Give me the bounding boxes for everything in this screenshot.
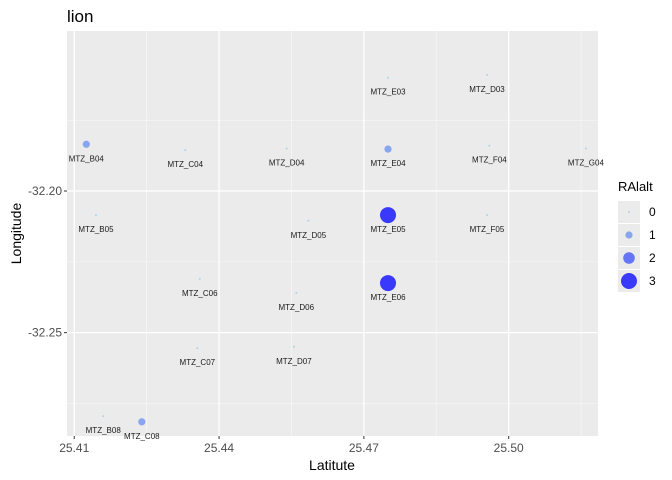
data-point bbox=[488, 144, 491, 147]
data-point bbox=[380, 207, 397, 224]
legend-key-swatch bbox=[628, 211, 630, 213]
data-point bbox=[184, 148, 187, 151]
y-axis: -32.20 -32.25 bbox=[28, 184, 67, 340]
data-point bbox=[82, 140, 90, 148]
point-label: MTZ_E05 bbox=[370, 225, 406, 234]
chart-title: lion bbox=[67, 7, 93, 26]
point-label: MTZ_B08 bbox=[86, 426, 122, 435]
grid-minor bbox=[67, 31, 598, 436]
grid-major bbox=[67, 31, 598, 436]
point-label: MTZ_C08 bbox=[124, 432, 160, 441]
legend-key-swatch bbox=[621, 273, 637, 289]
point-label: MTZ_D06 bbox=[279, 303, 315, 312]
legend-key-label: 3 bbox=[649, 274, 656, 288]
point-label: MTZ_C07 bbox=[180, 358, 216, 367]
x-tick-label: 25.50 bbox=[494, 441, 524, 455]
data-point bbox=[94, 214, 97, 217]
legend-key-swatch bbox=[625, 231, 633, 239]
plot-panel bbox=[67, 31, 598, 436]
data-point bbox=[384, 145, 392, 153]
data-point bbox=[307, 219, 310, 222]
point-label: MTZ_E03 bbox=[370, 88, 406, 97]
point-label: MTZ_B05 bbox=[78, 225, 114, 234]
y-tick-label: -32.20 bbox=[28, 184, 62, 198]
point-label: MTZ_D04 bbox=[269, 159, 305, 168]
x-tick-label: 25.47 bbox=[349, 441, 379, 455]
point-label: MTZ_D03 bbox=[469, 85, 505, 94]
point-label: MTZ_F05 bbox=[470, 225, 505, 234]
x-tick-label: 25.41 bbox=[59, 441, 89, 455]
data-point bbox=[285, 147, 288, 150]
point-label: MTZ_C06 bbox=[182, 289, 218, 298]
data-point bbox=[198, 277, 201, 280]
point-label: MTZ_D07 bbox=[276, 357, 312, 366]
y-axis-title: Longitude bbox=[8, 203, 24, 265]
point-label: MTZ_F04 bbox=[472, 156, 507, 165]
point-label: MTZ_B04 bbox=[69, 154, 105, 163]
point-labels: MTZ_E03 MTZ_D03 MTZ_B04 MTZ_C04 MTZ_D04 MTZ_E… bbox=[69, 85, 605, 441]
data-point bbox=[295, 291, 298, 294]
legend-key-label: 2 bbox=[649, 251, 656, 265]
x-axis: 25.41 25.44 25.47 25.50 bbox=[59, 436, 524, 455]
x-tick-label: 25.44 bbox=[204, 441, 234, 455]
legend-key-label: 1 bbox=[649, 228, 656, 242]
point-label: MTZ_G04 bbox=[568, 159, 605, 168]
point-label: MTZ_D05 bbox=[291, 231, 327, 240]
data-point bbox=[380, 275, 397, 292]
data-point bbox=[485, 214, 488, 217]
x-axis-title: Latitute bbox=[309, 457, 355, 473]
point-label: MTZ_E06 bbox=[370, 293, 406, 302]
y-tick-label: -32.25 bbox=[28, 326, 62, 340]
data-point bbox=[138, 418, 146, 426]
legend-key-label: 0 bbox=[649, 205, 656, 219]
data-point bbox=[102, 415, 105, 418]
legend: RAlalt 0 1 2 3 bbox=[618, 179, 656, 292]
data-point bbox=[387, 76, 390, 79]
data-point bbox=[584, 147, 587, 150]
point-label: MTZ_E04 bbox=[370, 159, 406, 168]
point-label: MTZ_C04 bbox=[167, 160, 203, 169]
data-point bbox=[292, 345, 295, 348]
data-point bbox=[196, 347, 199, 350]
data-point bbox=[485, 73, 488, 76]
legend-title: RAlalt bbox=[618, 179, 653, 194]
legend-key-swatch bbox=[623, 252, 635, 264]
data-points bbox=[82, 73, 587, 426]
